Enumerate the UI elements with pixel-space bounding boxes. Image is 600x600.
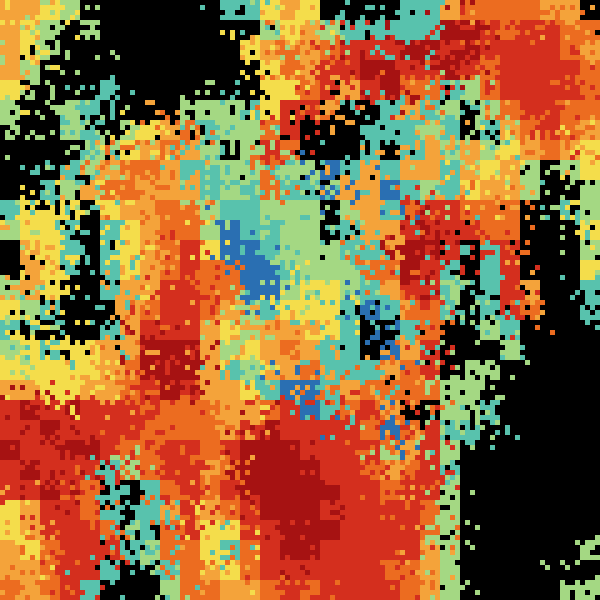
radar-heatmap-canvas: [0, 0, 600, 600]
radar-heatmap-figure: [0, 0, 600, 600]
